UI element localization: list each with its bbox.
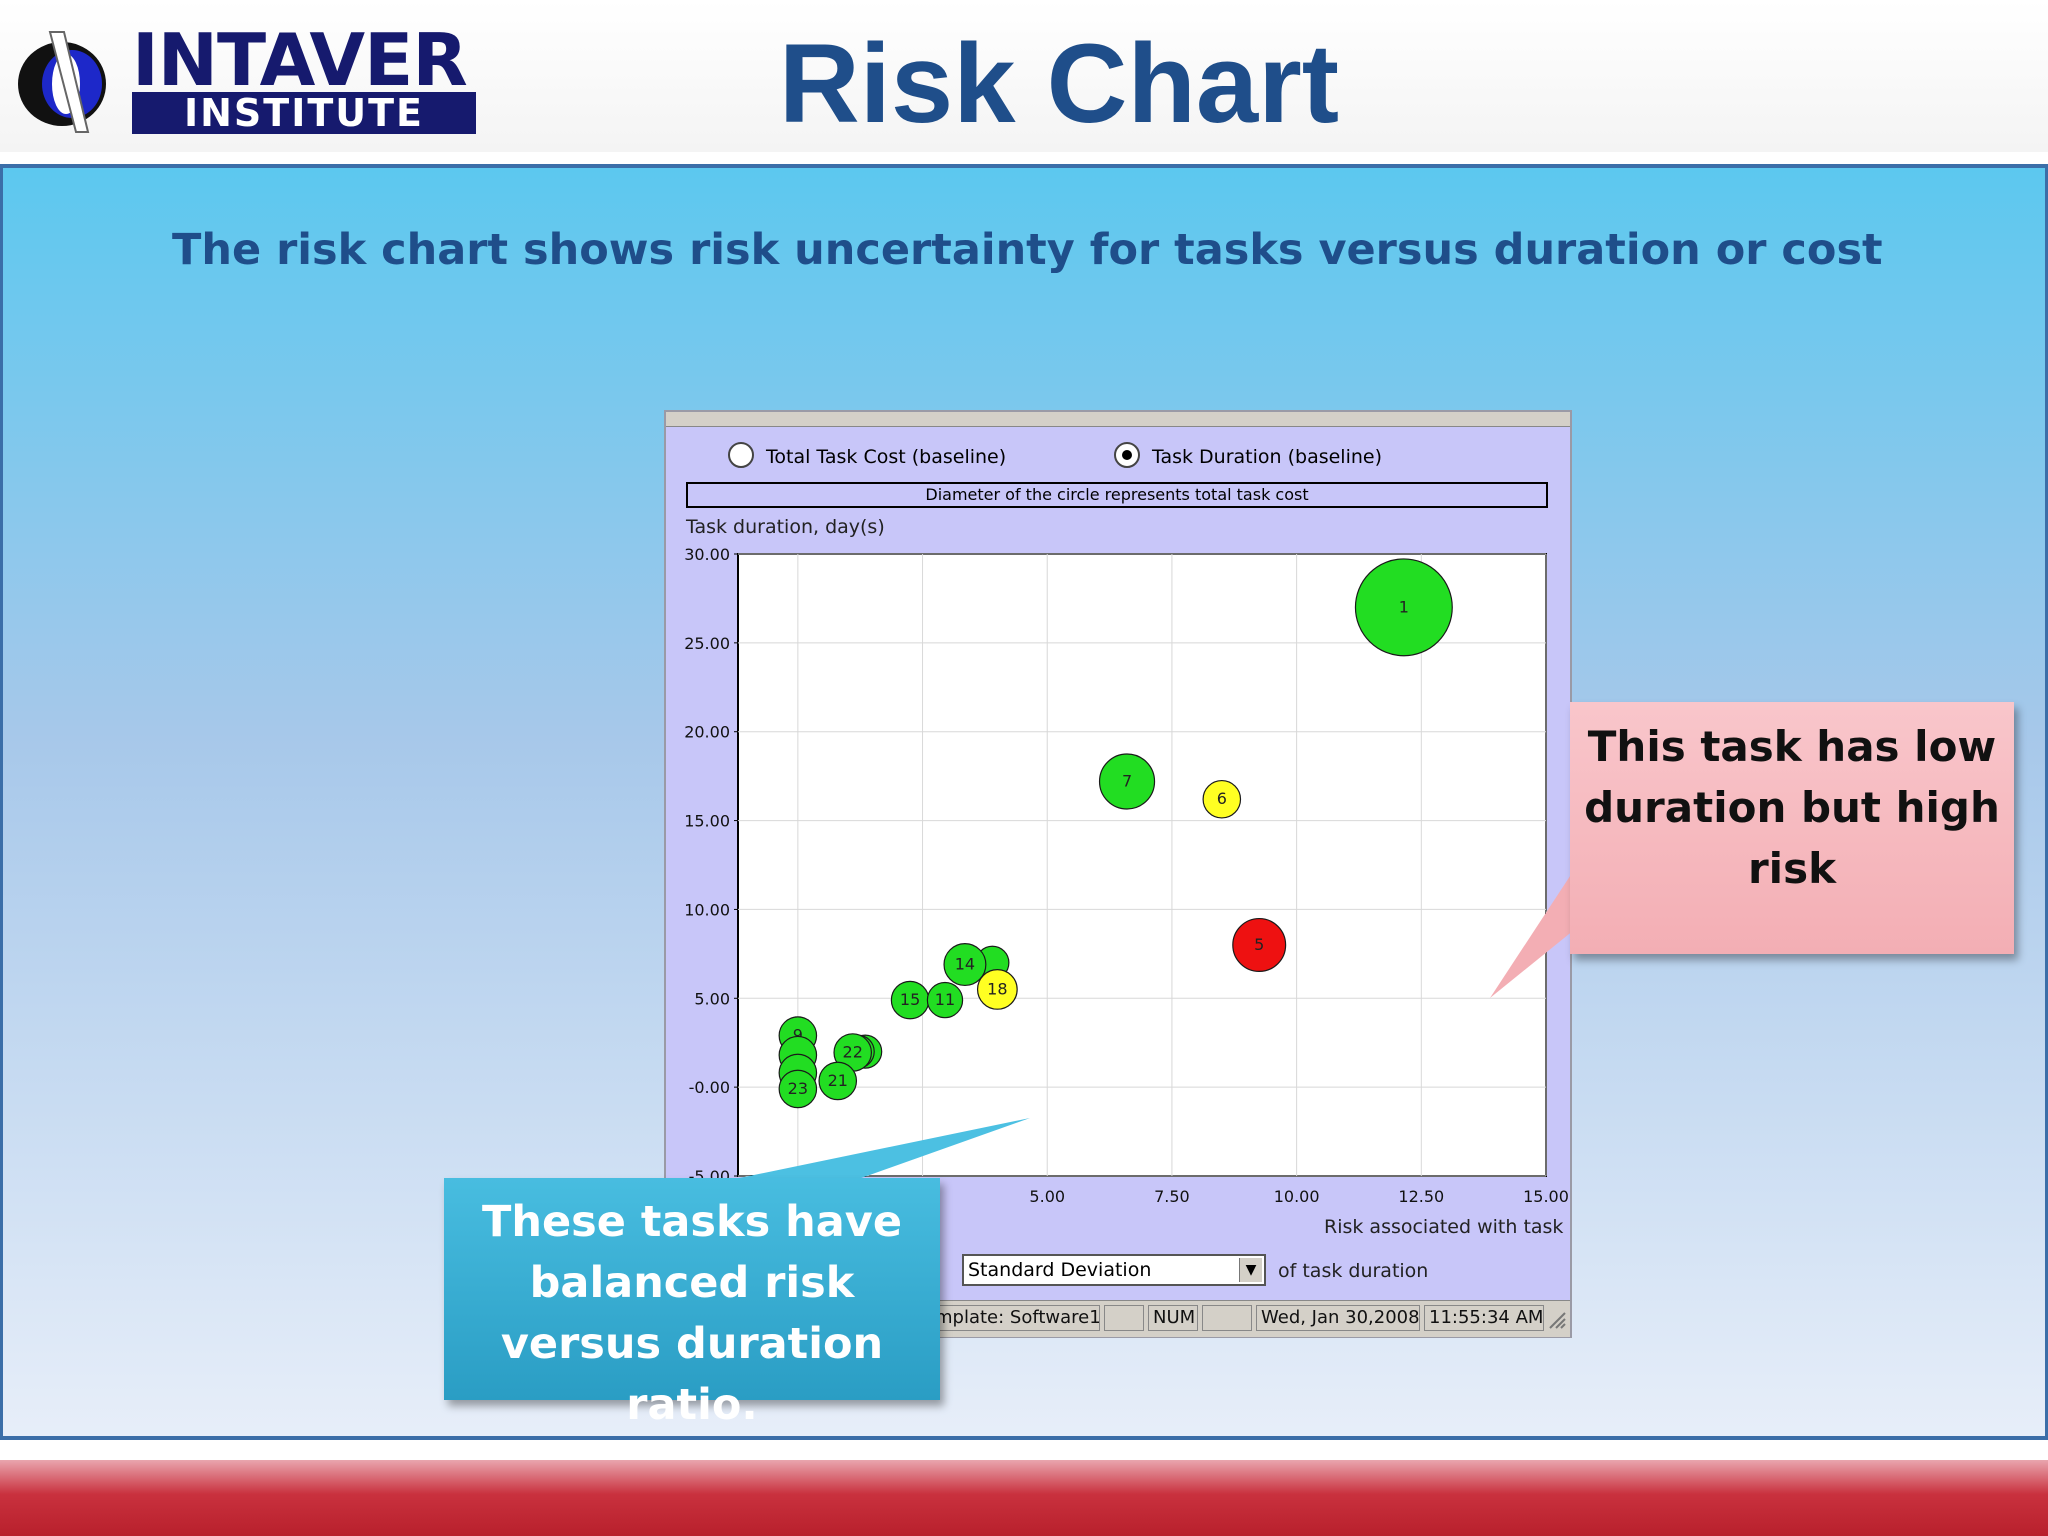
bubble-task-11[interactable]: 11 [926, 981, 964, 1019]
bubble[interactable] [926, 981, 964, 1019]
bubble-label: 1 [1399, 597, 1409, 616]
status-time: 11:55:34 AM [1424, 1305, 1544, 1331]
bubble-task-6[interactable]: 6 [1202, 779, 1242, 819]
x-tick-label: 10.00 [1274, 1187, 1320, 1206]
y-axis-label: Task duration, day(s) [686, 516, 885, 538]
status-num: NUM [1148, 1305, 1198, 1331]
bubble-label: 11 [935, 990, 955, 1009]
status-empty-1 [1104, 1305, 1144, 1331]
callout-balanced: These tasks have balanced risk versus du… [444, 1178, 940, 1430]
resize-grip-icon[interactable] [1548, 1311, 1566, 1329]
measure-suffix: of task duration [1278, 1260, 1429, 1282]
measure-select-value: Standard Deviation [968, 1259, 1152, 1281]
bubble[interactable] [976, 969, 1018, 1010]
bubble-task-1[interactable]: 1 [1354, 558, 1453, 657]
window-toolbar [666, 412, 1570, 427]
bubble-task-15[interactable]: 15 [890, 980, 930, 1020]
y-tick-label: 25.00 [684, 634, 730, 653]
bubble-label: 18 [987, 979, 1007, 998]
status-date: Wed, Jan 30,2008 [1256, 1305, 1420, 1331]
bubbles: 1 7 6 5 14 18 15 11 9 22 21 23 [778, 558, 1453, 1109]
y-tick-label: 10.00 [684, 900, 730, 919]
bubble[interactable] [943, 943, 987, 987]
risk-scatter-chart: 30.0025.0020.0015.0010.005.00-0.00-5.00 … [684, 545, 1569, 1206]
bubble-label: 6 [1217, 789, 1227, 808]
bubble[interactable] [1098, 753, 1156, 810]
bubble-label: 9 [793, 1026, 803, 1045]
y-tick-label: 15.00 [684, 812, 730, 831]
bubble-label: 21 [828, 1071, 848, 1090]
footer-divider [0, 1436, 2048, 1440]
y-tick-label: 30.00 [684, 545, 730, 564]
logo-sub: INSTITUTE [132, 92, 476, 134]
bubble-task-21[interactable]: 21 [818, 1061, 858, 1101]
chevron-down-icon[interactable]: ▼ [1239, 1258, 1262, 1282]
bubble[interactable] [1202, 779, 1242, 819]
slide-header: INTAVER INSTITUTE Risk Chart [0, 0, 2048, 152]
header-divider [0, 164, 2048, 168]
slide-subtitle: The risk chart shows risk uncertainty fo… [172, 225, 1883, 275]
y-tick-label: 20.00 [684, 723, 730, 742]
bubble-task-7[interactable]: 7 [1098, 753, 1156, 810]
diameter-note: Diameter of the circle represents total … [686, 482, 1548, 508]
bubble-label: 22 [843, 1042, 863, 1061]
x-tick-label: 15.00 [1523, 1187, 1569, 1206]
bubble-task-14[interactable]: 14 [943, 943, 987, 987]
x-tick-label: 12.50 [1398, 1187, 1444, 1206]
bubble[interactable] [778, 1069, 818, 1109]
bubble-task-23[interactable]: 23 [778, 1069, 818, 1109]
bubble[interactable] [1354, 558, 1453, 657]
radio-duration-label: Task Duration (baseline) [1152, 446, 1383, 468]
radio-cost-label: Total Task Cost (baseline) [766, 446, 1007, 468]
bubble-label: 7 [1122, 771, 1132, 790]
bubble-label: 23 [788, 1079, 808, 1098]
callout-balanced-text: These tasks have balanced risk versus du… [482, 1197, 902, 1430]
status-empty-2 [1202, 1305, 1252, 1331]
bubble-label: 14 [955, 955, 975, 974]
callout-high-risk: This task has low duration but high risk [1570, 702, 2014, 954]
intaver-logo: INTAVER INSTITUTE [14, 18, 476, 138]
bubble-task-5[interactable]: 5 [1232, 917, 1287, 972]
measure-select[interactable]: Standard Deviation ▼ [962, 1254, 1266, 1286]
bubble-label: 15 [900, 990, 920, 1009]
bubble[interactable] [818, 1061, 858, 1101]
x-tick-label: 7.50 [1154, 1187, 1190, 1206]
y-tick-label: 5.00 [694, 989, 730, 1008]
status-template: mplate: Software1 [930, 1305, 1100, 1331]
radio-cost-indicator[interactable] [728, 442, 754, 468]
x-tick-label: 5.00 [1029, 1187, 1065, 1206]
x-axis-label: Risk associated with task [1324, 1216, 1564, 1238]
page-title: Risk Chart [778, 21, 1340, 146]
bubble-label: 5 [1254, 935, 1264, 954]
y-tick-label: -0.00 [689, 1078, 730, 1097]
footer-band [0, 1460, 2048, 1536]
logo-mark-icon [18, 31, 106, 133]
callout-high-risk-text: This task has low duration but high risk [1584, 722, 2000, 893]
bubble[interactable] [1232, 917, 1287, 972]
bubble-task-18[interactable]: 18 [976, 969, 1018, 1010]
logo-name: INTAVER [132, 18, 468, 102]
radio-duration-indicator[interactable] [1114, 442, 1140, 468]
